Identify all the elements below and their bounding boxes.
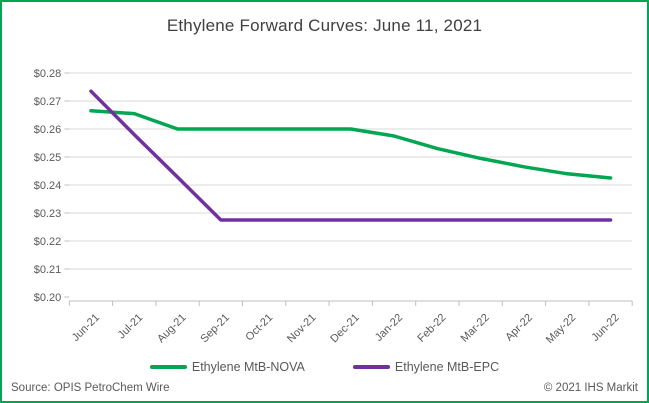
legend-item-nova: Ethylene MtB-NOVA [149,360,305,374]
y-axis-label-3: $0.25 [34,152,62,164]
x-axis-label-12: Jun-22 [589,312,621,344]
y-axis-label-0: $0.28 [34,68,62,80]
series-line-nova [89,109,613,180]
copyright-note: © 2021 IHS Markit [543,382,638,394]
x-axis-label-5: Nov-21 [285,312,319,346]
source-note: Source: OPIS PetroChem Wire [11,382,170,394]
x-axis-label-11: May-22 [544,312,578,346]
epc-legend-label: Ethylene MtB-EPC [394,360,500,374]
x-axis-label-6: Dec-21 [328,312,362,346]
x-axis-label-7: Jan-22 [373,312,405,344]
x-axis-label-3: Sep-21 [198,312,232,346]
x-axis-label-1: Jul-21 [116,312,146,342]
x-axis-label-4: Oct-21 [243,312,275,344]
y-axis-label-5: $0.23 [34,208,62,220]
legend: Ethylene MtB-NOVA Ethylene MtB-EPC [2,360,647,374]
x-axis-label-0: Jun-21 [70,312,102,344]
x-axis-label-10: Apr-22 [503,312,535,344]
chart-title: Ethylene Forward Curves: June 11, 2021 [166,16,483,35]
y-axis-label-8: $0.20 [34,292,62,304]
nova-legend-label: Ethylene MtB-NOVA [191,360,305,374]
y-axis-label-2: $0.26 [34,124,62,136]
x-axis-label-8: Feb-22 [415,312,448,345]
x-axis-label-9: Mar-22 [459,312,492,345]
y-axis-label-4: $0.24 [34,180,62,192]
y-axis-label-7: $0.21 [34,264,62,276]
epc-line-swatch [352,365,390,369]
nova-line-swatch [149,365,187,369]
y-axis-label-6: $0.22 [34,236,62,248]
y-axis-label-1: $0.27 [34,96,62,108]
series-line-epc [89,89,613,222]
x-axis-label-2: Aug-21 [155,312,189,346]
legend-item-epc: Ethylene MtB-EPC [352,360,500,374]
